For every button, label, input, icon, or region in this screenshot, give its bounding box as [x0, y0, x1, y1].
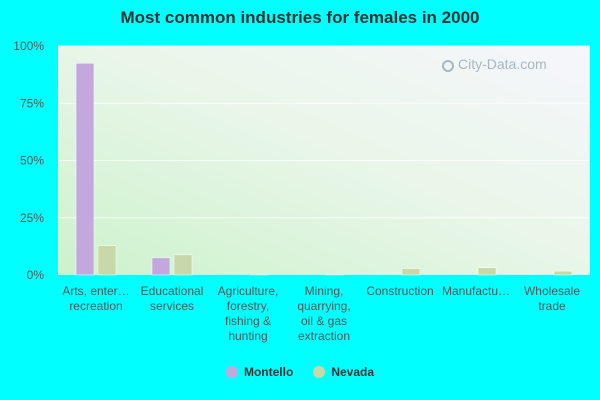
- x-category-label-line: oil & gas: [301, 314, 347, 328]
- bar: [401, 268, 421, 276]
- x-category-label: Mining, quarrying, oil & gas extraction: [297, 284, 350, 343]
- x-category-label: Arts, enter… recreation: [62, 284, 129, 313]
- x-category-label: Educational services: [141, 284, 204, 313]
- legend: Montello Nevada: [0, 364, 600, 379]
- bar: [325, 273, 345, 276]
- x-category-label: Manufactu…: [442, 284, 510, 298]
- bar: [553, 270, 573, 276]
- x-category-label-line: Manufactu…: [442, 284, 510, 298]
- y-tick-label: 100%: [13, 39, 44, 53]
- x-category-label: Wholesale trade: [524, 284, 580, 313]
- bar: [477, 267, 497, 276]
- bar: [249, 273, 269, 276]
- legend-label: Montello: [243, 364, 294, 379]
- x-category-label-line: Agriculture,: [218, 284, 279, 298]
- x-category-label-line: fishing &: [225, 314, 271, 328]
- x-category-label-line: quarrying,: [297, 299, 350, 313]
- chart-title: Most common industries for females in 20…: [120, 8, 480, 27]
- x-category-label: Construction: [366, 284, 433, 298]
- x-category-label-line: Mining,: [305, 284, 344, 298]
- y-tick-label: 75%: [20, 96, 44, 110]
- x-category-label-line: Wholesale: [524, 284, 580, 298]
- x-category-label-line: hunting: [228, 329, 267, 343]
- watermark-text: City-Data.com: [458, 56, 547, 72]
- legend-label: Nevada: [331, 364, 375, 379]
- legend-item: Montello: [225, 364, 294, 379]
- y-tick-label: 25%: [20, 211, 44, 225]
- y-tick-label: 0%: [27, 268, 45, 282]
- x-category-label-line: forestry,: [227, 299, 269, 313]
- x-category-label: Agriculture, forestry, fishing & hunting: [218, 284, 279, 343]
- x-category-label-line: Educational: [141, 284, 204, 298]
- x-category-label-line: trade: [538, 299, 566, 313]
- x-category-label-line: Construction: [366, 284, 433, 298]
- bar: [151, 257, 171, 276]
- x-category-label-line: extraction: [298, 329, 350, 343]
- legend-swatch: [313, 365, 326, 378]
- x-category-label-line: recreation: [69, 299, 122, 313]
- legend-swatch: [225, 365, 238, 378]
- legend-item: Nevada: [313, 365, 374, 379]
- x-category-label-line: services: [150, 299, 194, 313]
- magnifier-icon: [442, 60, 454, 72]
- x-category-label-line: Arts, enter…: [62, 284, 129, 298]
- y-tick-label: 50%: [20, 154, 44, 168]
- bar: [173, 254, 193, 276]
- bar: [75, 62, 95, 276]
- bar: [97, 245, 117, 276]
- watermark: City-Data.com: [442, 56, 547, 72]
